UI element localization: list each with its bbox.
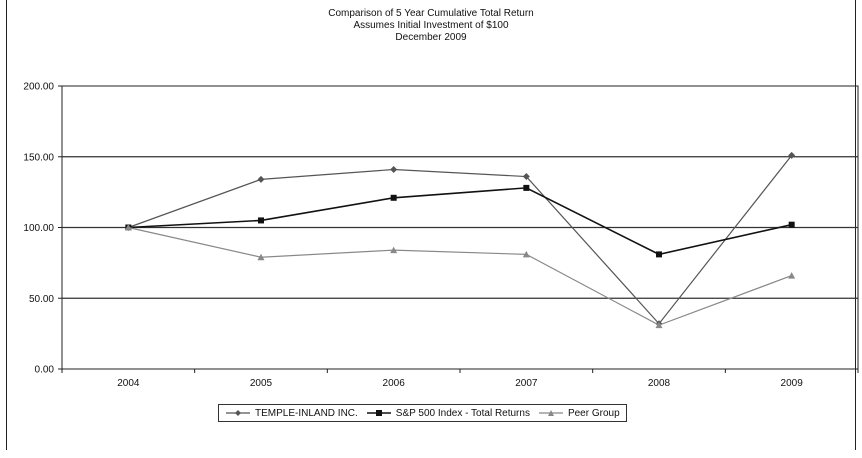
chart-date: December 2009: [395, 32, 467, 43]
series-line-1: [128, 187, 792, 256]
data-point-diamond: [390, 165, 398, 173]
chart-title: Comparison of 5 Year Cumulative Total Re…: [328, 8, 534, 19]
chart-subtitle: Assumes Initial Investment of $100: [353, 20, 509, 31]
data-point-square: [788, 221, 795, 228]
x-tick-label: 2008: [648, 378, 671, 389]
y-tick-label: 150.00: [23, 152, 54, 163]
y-tick-label: 50.00: [29, 294, 54, 305]
data-point-triangle: [124, 224, 132, 231]
legend-item-peer-group: Peer Group: [538, 408, 620, 419]
data-point-triangle: [390, 246, 398, 254]
data-point-diamond: [522, 173, 530, 181]
x-tick-label: 2007: [515, 378, 538, 389]
data-point-square: [390, 194, 397, 201]
chart-legend: TEMPLE-INLAND INC. S&P 500 Index - Total…: [218, 404, 627, 422]
legend-label-sp500: S&P 500 Index - Total Returns: [395, 407, 530, 419]
chart-frame: [6, 0, 856, 450]
x-tick-label: 2005: [250, 378, 273, 389]
y-tick-label: 100.00: [23, 223, 54, 234]
data-point-diamond: [788, 151, 796, 159]
series-line-0: [128, 154, 793, 325]
data-point-triangle: [788, 272, 796, 279]
data-point-square: [258, 217, 264, 224]
x-tick-label: 2004: [117, 378, 140, 389]
legend-label-peer-group: Peer Group: [567, 407, 620, 419]
series-line-2: [128, 226, 792, 326]
chart-title-block: Comparison of 5 Year Cumulative Total Re…: [0, 8, 862, 44]
legend-square-icon: [366, 410, 391, 416]
legend-item-sp500: S&P 500 Index - Total Returns: [366, 408, 530, 419]
x-tick-label: 2006: [383, 378, 406, 389]
data-point-triangle: [655, 321, 663, 329]
data-point-triangle: [522, 250, 530, 258]
legend-item-temple-inland: TEMPLE-INLAND INC.: [225, 408, 358, 419]
data-point-square: [656, 251, 662, 258]
legend-triangle-icon: [538, 410, 563, 416]
y-tick-label: 200.00: [23, 82, 54, 93]
data-point-diamond: [257, 175, 265, 183]
y-tick-label: 0.00: [35, 365, 55, 376]
data-point-square: [523, 184, 530, 191]
x-tick-label: 2009: [781, 378, 804, 389]
legend-diamond-icon: [226, 410, 250, 416]
legend-label-temple-inland: TEMPLE-INLAND INC.: [255, 407, 358, 419]
data-point-triangle: [257, 253, 265, 261]
